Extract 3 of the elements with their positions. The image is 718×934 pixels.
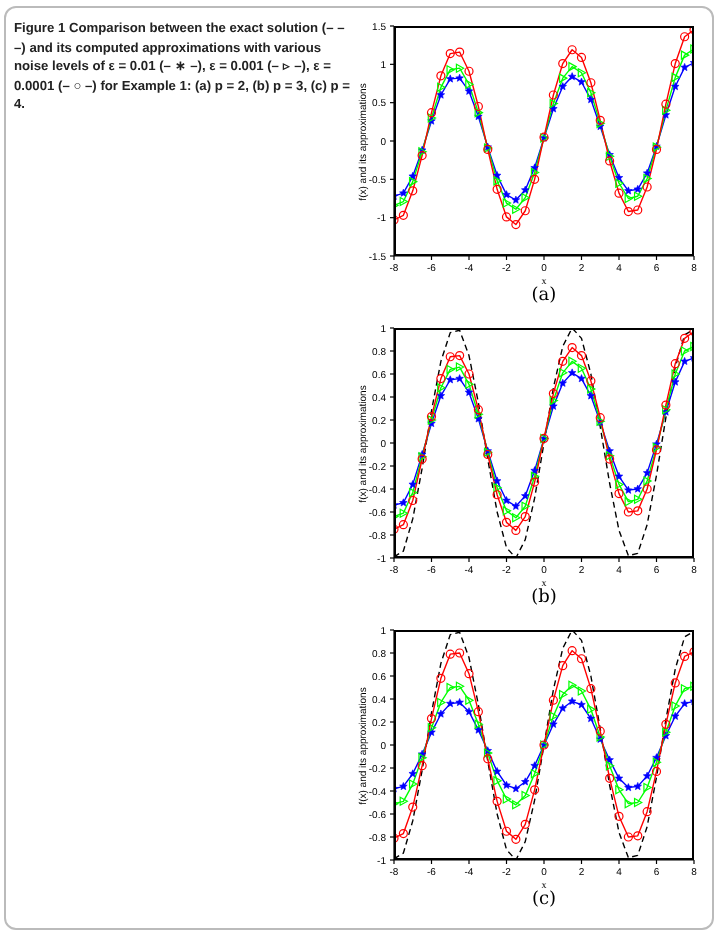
text: (b): [529, 588, 559, 608]
text: (c): [529, 890, 559, 910]
text: (a): [529, 286, 559, 306]
